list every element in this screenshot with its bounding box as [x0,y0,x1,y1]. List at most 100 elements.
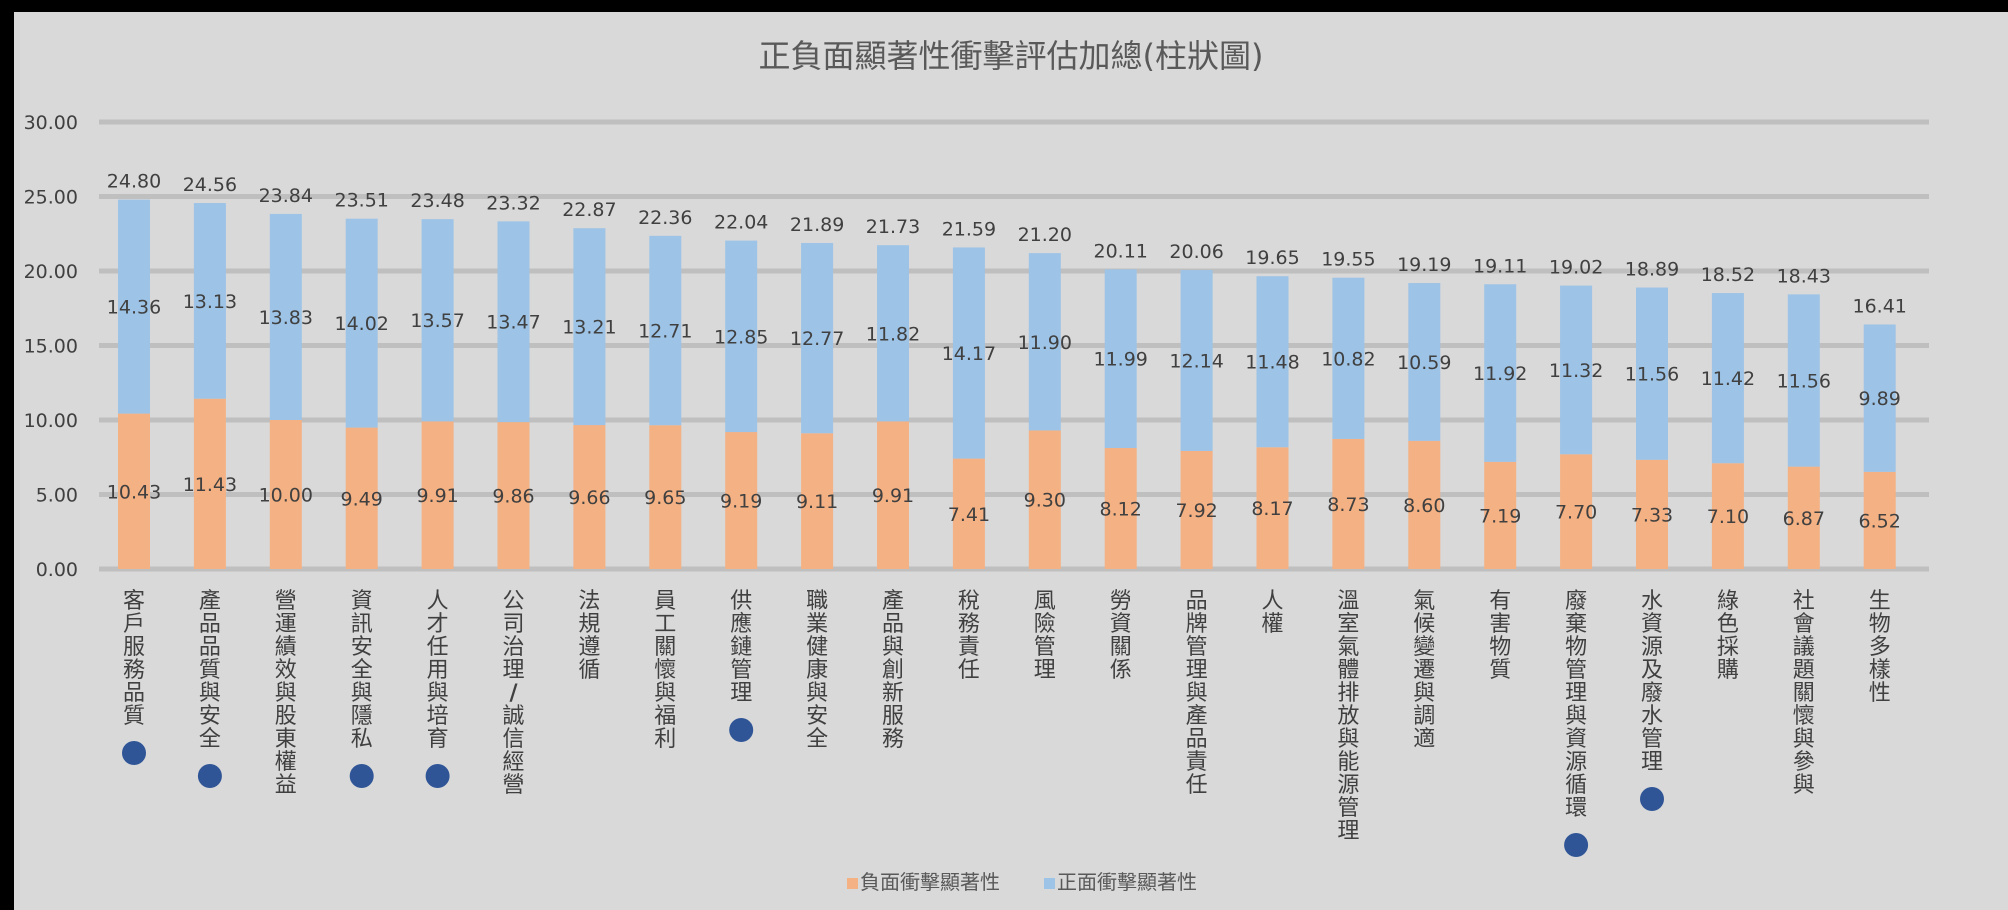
negative-value-label: 7.33 [1631,504,1673,526]
total-value-label: 19.11 [1473,255,1527,277]
y-tick-label: 0.00 [36,559,78,581]
y-tick-label: 10.00 [24,410,78,432]
bar-positive [1711,293,1744,464]
category-label: 公司治理/誠信經營 [502,589,524,798]
marker-dot [349,764,374,788]
bar-negative [1636,459,1668,569]
category-label: 品牌管理與產品責任 [1186,589,1208,798]
legend: 負面衝擊顯著性 正面衝擊顯著性 [847,870,1197,894]
bar-positive [269,213,302,420]
bar-positive [573,228,606,426]
positive-value-label: 13.47 [486,312,540,334]
legend-item-positive: 正面衝擊顯著性 [1044,870,1197,894]
bar-positive [1408,283,1441,441]
y-tick-label: 5.00 [36,485,78,507]
total-value-label: 20.06 [1169,241,1223,263]
negative-value-label: 9.11 [796,491,838,513]
positive-value-label: 11.56 [1625,364,1679,386]
category-label: 勞資關係 [1110,589,1132,683]
bar-negative [421,421,454,569]
positive-value-label: 11.82 [866,323,920,345]
negative-value-label: 9.91 [872,485,914,507]
negative-value-label: 6.52 [1859,510,1901,532]
positive-value-label: 14.02 [334,313,388,335]
total-value-label: 23.84 [259,185,313,207]
negative-value-label: 8.73 [1327,494,1369,516]
bar-negative [1560,454,1593,569]
category-label: 稅務責任 [958,589,980,683]
bar-positive [497,221,530,423]
total-value-label: 24.56 [183,174,237,196]
category-label: 風險管理 [1034,589,1056,683]
total-value-label: 18.52 [1701,264,1755,286]
category-label: 綠色採購 [1717,589,1739,683]
positive-value-label: 9.89 [1859,388,1901,410]
positive-value-label: 11.32 [1549,360,1603,382]
negative-value-label: 7.10 [1707,506,1749,528]
y-tick-label: 15.00 [24,336,78,358]
total-value-label: 21.20 [1018,224,1072,246]
total-value-label: 19.02 [1549,257,1603,279]
category-label: 水資源及廢水管理 [1641,589,1663,775]
legend-label: 負面衝擊顯著性 [860,870,1000,894]
total-value-label: 19.65 [1245,247,1299,269]
total-value-label: 20.11 [1093,240,1147,262]
marker-dot [197,764,222,788]
bar-negative [1484,461,1517,569]
total-value-label: 22.87 [562,199,616,221]
legend-label: 正面衝擊顯著性 [1057,870,1197,894]
bar-positive [193,203,226,399]
chart-frame: 正負面顯著性衝擊評估加總(柱狀圖) 0.00 5.00 10.00 15.00 20.0… [14,12,2008,910]
bar-positive [1180,270,1213,451]
bar-positive [1104,269,1137,449]
category-label: 溫室氣體排放與能源管理 [1337,589,1359,844]
bar-negative [1408,440,1441,569]
bar-negative [1787,466,1820,569]
marker-dot [1640,787,1664,811]
bar-positive [1332,277,1365,439]
negative-value-label: 9.65 [644,487,686,509]
marker-dot [1564,833,1589,857]
total-value-label: 22.36 [638,207,692,229]
category-label: 法規遵循 [578,589,600,683]
negative-value-label: 8.12 [1100,499,1142,521]
marker-dot [729,718,754,742]
total-value-label: 23.51 [334,190,388,212]
total-value-label: 19.19 [1397,254,1451,276]
legend-item-negative: 負面衝擊顯著性 [847,870,1000,894]
total-value-label: 21.59 [942,218,996,240]
bar-positive [1863,324,1896,472]
total-value-label: 18.89 [1625,259,1679,281]
bar-positive [877,245,909,422]
negative-value-label: 8.60 [1403,495,1445,517]
y-tick-label: 30.00 [24,112,78,134]
negative-value-label: 9.91 [416,485,458,507]
category-label: 氣候變遷與調適 [1413,589,1435,752]
negative-value-label: 9.30 [1024,490,1066,512]
bar-negative [877,421,909,569]
positive-value-label: 11.48 [1245,352,1299,374]
positive-value-label: 11.99 [1093,349,1147,371]
marker-dot [122,741,146,765]
bar-positive [1484,284,1517,462]
bar-negative [952,458,985,569]
bar-negative [118,413,150,569]
bar-positive [1560,285,1593,455]
total-value-label: 18.43 [1777,265,1831,287]
positive-value-label: 11.56 [1777,371,1831,393]
positive-value-label: 11.92 [1473,363,1527,385]
bar-negative [1180,450,1213,569]
negative-value-label: 9.86 [492,486,534,508]
positive-value-label: 12.85 [714,326,768,348]
bar-negative [1256,447,1289,569]
category-label: 人權 [1261,589,1283,637]
total-value-label: 24.80 [107,171,161,193]
bar-negative [725,432,758,569]
bar-negative [1028,430,1061,569]
total-value-label: 22.04 [714,212,768,234]
category-label: 產品品質與安全 [199,589,221,752]
bar-negative [649,425,682,569]
negative-value-label: 11.43 [183,474,237,496]
bar-negative [497,422,530,569]
bar-positive [1028,253,1061,431]
